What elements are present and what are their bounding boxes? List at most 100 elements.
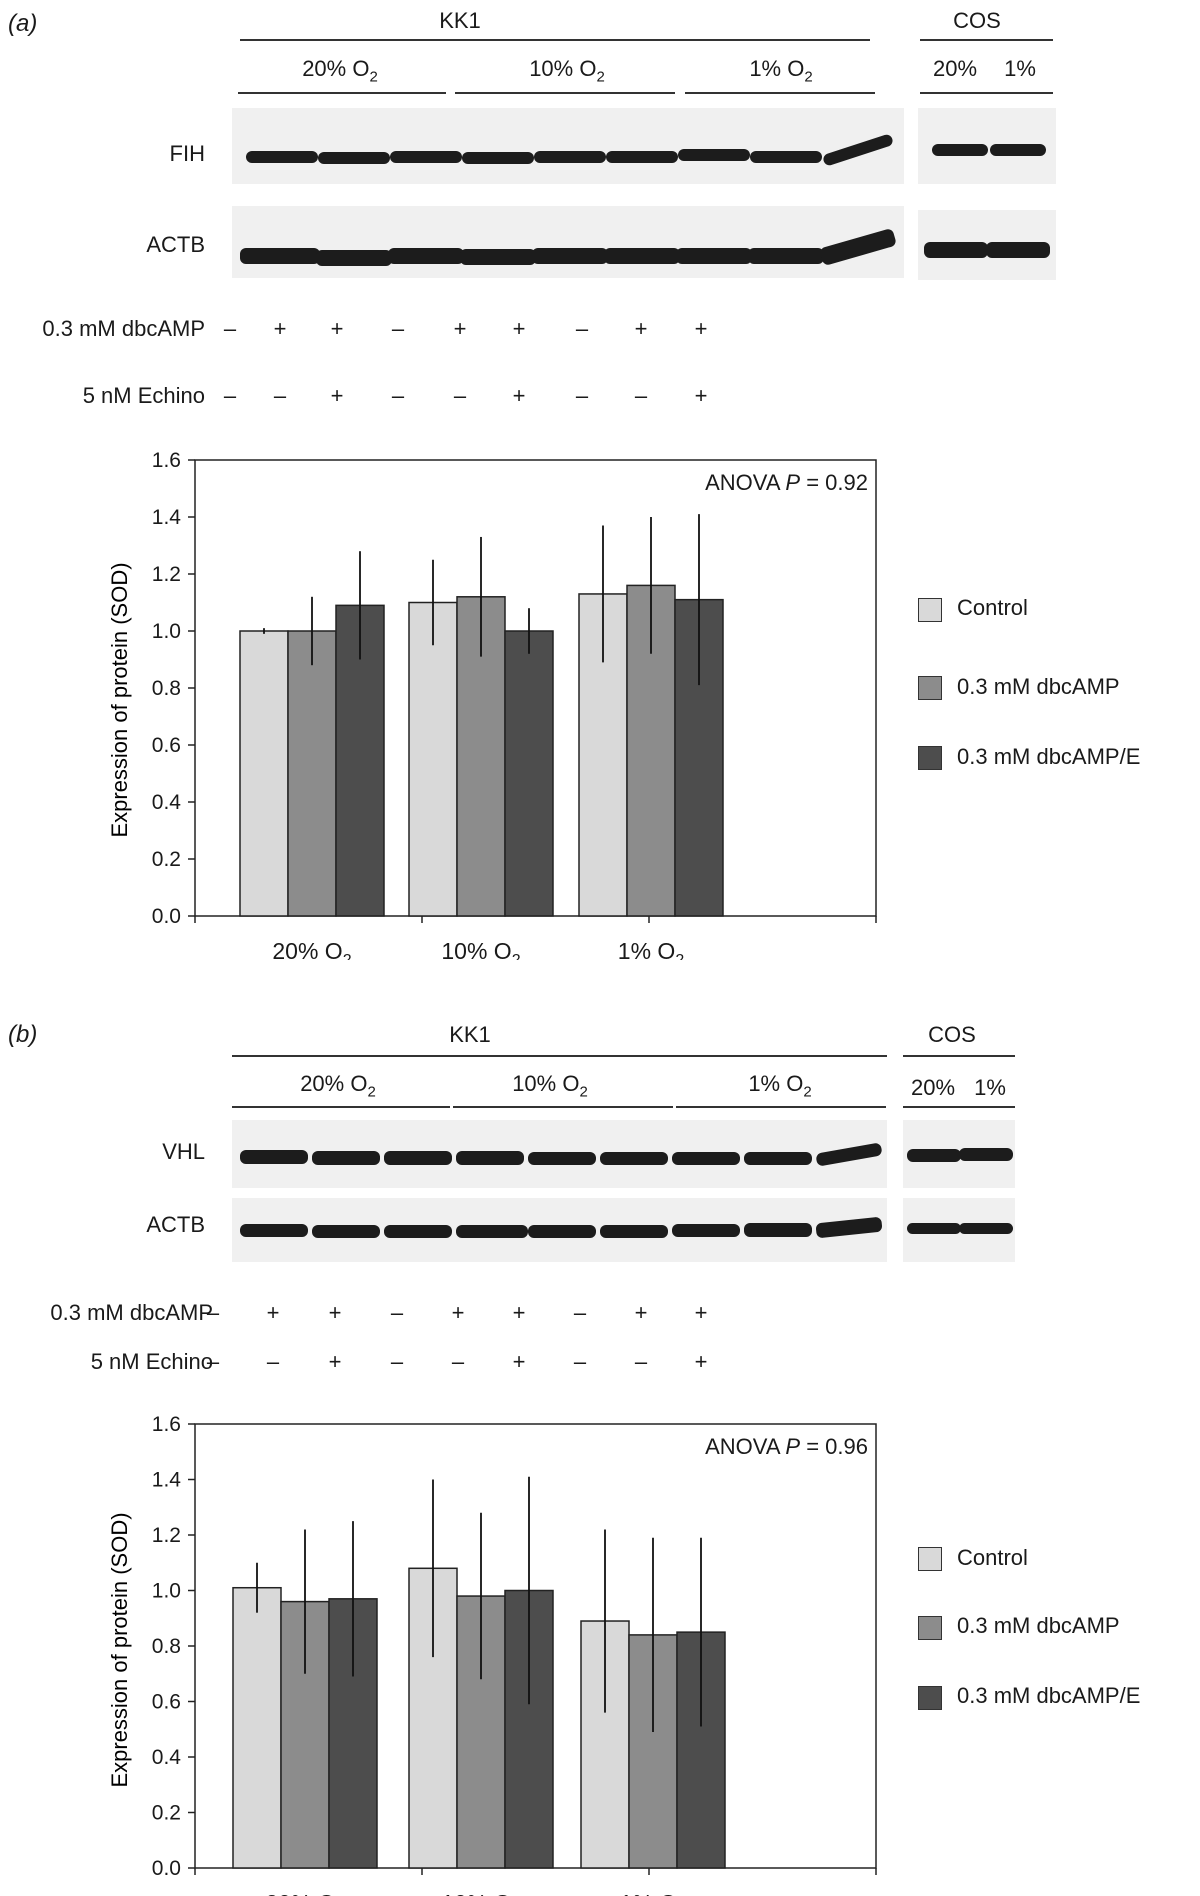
y-tick-label: 1.4 [152,1469,182,1492]
panel-b-label: (b) [8,1021,38,1048]
legend-swatch-control [918,1547,942,1571]
anova-annotation: ANOVA P = 0.96 [705,1434,868,1459]
y-tick-label: 0.8 [152,677,181,700]
cos-condition-label: 20% [910,1075,956,1100]
bar [287,630,337,917]
dbcamp-sign: – [223,316,237,341]
y-tick-label: 0.4 [152,1746,182,1769]
dbcamp-sign: + [453,316,467,341]
panel-a-label: (a) [8,10,38,37]
legend-label: Control [957,1545,1028,1570]
echino-sign: + [512,1349,526,1374]
bar [408,601,458,917]
echino-sign: + [694,1349,708,1374]
echino-sign: – [391,383,405,408]
y-axis-label: Expression of protein (SOD) [107,1512,132,1787]
blot-row-label: ACTB [146,1212,205,1237]
dbcamp-sign: + [330,316,344,341]
echino-sign: + [328,1349,342,1374]
y-tick-label: 1.0 [152,1580,181,1603]
condition-label: 10% O2 [512,1071,588,1101]
dbcamp-sign: + [328,1300,342,1325]
x-category-label: 10% O2 [441,1890,520,1896]
legend-label: 0.3 mM dbcAMP/E [957,1683,1141,1708]
condition-label: 1% O2 [748,1071,812,1101]
echino-sign: – [390,1349,404,1374]
echino-sign: – [451,1349,465,1374]
y-tick-label: 0.6 [152,1691,181,1714]
condition-label: 20% O2 [300,1071,376,1101]
fih-western-blot [232,108,904,184]
condition-label: 20% O2 [302,56,378,86]
cos-rule [920,39,1053,41]
actb-cos-blot [918,210,1056,280]
actb-cos-blot [903,1198,1015,1262]
y-tick-label: 1.2 [152,563,181,586]
treatment-label: 0.3 mM dbcAMP [42,316,205,341]
blot-row-label: VHL [162,1139,205,1164]
actb-western-blot [232,206,904,278]
echino-sign: – [273,383,287,408]
legend-swatch-dbcamp [918,676,942,700]
legend-swatch-dbcamp-e [918,1686,942,1710]
legend-swatch-control [918,598,942,622]
dbcamp-sign: + [694,316,708,341]
fih-cos-blot [918,108,1056,184]
dbcamp-sign: – [206,1300,220,1325]
cos-rule [903,1055,1015,1057]
x-category-label: 1% O2 [618,938,685,960]
kk1-rule [240,39,870,41]
dbcamp-sign: + [512,316,526,341]
y-axis-label: Expression of protein (SOD) [107,562,132,837]
dbcamp-sign: + [512,1300,526,1325]
echino-sign: + [694,383,708,408]
cos-condition-label: 1% [974,1075,1006,1100]
dbcamp-sign: – [575,316,589,341]
dbcamp-sign: + [634,1300,648,1325]
x-category-label: 1% O2 [620,1890,687,1896]
bar [504,630,554,917]
y-tick-label: 0.6 [152,734,181,757]
kk1-header: KK1 [449,1022,491,1047]
y-tick-label: 0.8 [152,1635,181,1658]
y-tick-label: 0.0 [152,905,181,928]
condition-rule [232,1106,450,1108]
condition-label: 1% O2 [749,56,813,86]
actb-western-blot [232,1198,887,1262]
y-tick-label: 1.4 [152,506,182,529]
condition-rule [455,92,675,94]
treatment-label: 5 nM Echino [82,383,205,408]
condition-rule [676,1106,886,1108]
dbcamp-sign: + [634,316,648,341]
chart-b: Expression of protein (SOD) 0.0 0.2 0.4 0.6… [107,1413,877,1896]
legend-label: 0.3 mM dbcAMP [957,674,1120,699]
treatment-label: 5 nM Echino [90,1349,213,1374]
cos-condition-label: 20% [932,56,978,81]
bar [232,1586,282,1869]
x-category-label: 20% O2 [272,938,351,960]
legend-label: 0.3 mM dbcAMP/E [957,744,1141,769]
cos-header: COS [953,8,1001,33]
legend-label: Control [957,595,1028,620]
x-category-label: 20% O2 [265,1890,344,1896]
y-tick-label: 1.6 [152,449,181,472]
condition-label: 10% O2 [529,56,605,86]
y-tick-label: 0.2 [152,1802,181,1825]
y-tick-label: 0.2 [152,848,181,871]
echino-sign: + [512,383,526,408]
treatment-label: 0.3 mM dbcAMP [50,1300,213,1325]
echino-sign: – [266,1349,280,1374]
blot-row-label: ACTB [146,232,205,257]
cos-condition-label: 1% [1004,56,1036,81]
legend-swatch-dbcamp [918,1616,942,1640]
y-tick-label: 0.4 [152,791,182,814]
dbcamp-sign: – [391,316,405,341]
y-tick-label: 1.0 [152,620,181,643]
y-tick-label: 0.0 [152,1857,181,1880]
dbcamp-sign: – [573,1300,587,1325]
bar [239,630,289,917]
chart-a: Expression of protein (SOD) 0.0 0.2 0.4 0.6… [107,449,877,960]
y-tick-label: 1.6 [152,1413,181,1436]
dbcamp-sign: + [273,316,287,341]
condition-rule [685,92,875,94]
